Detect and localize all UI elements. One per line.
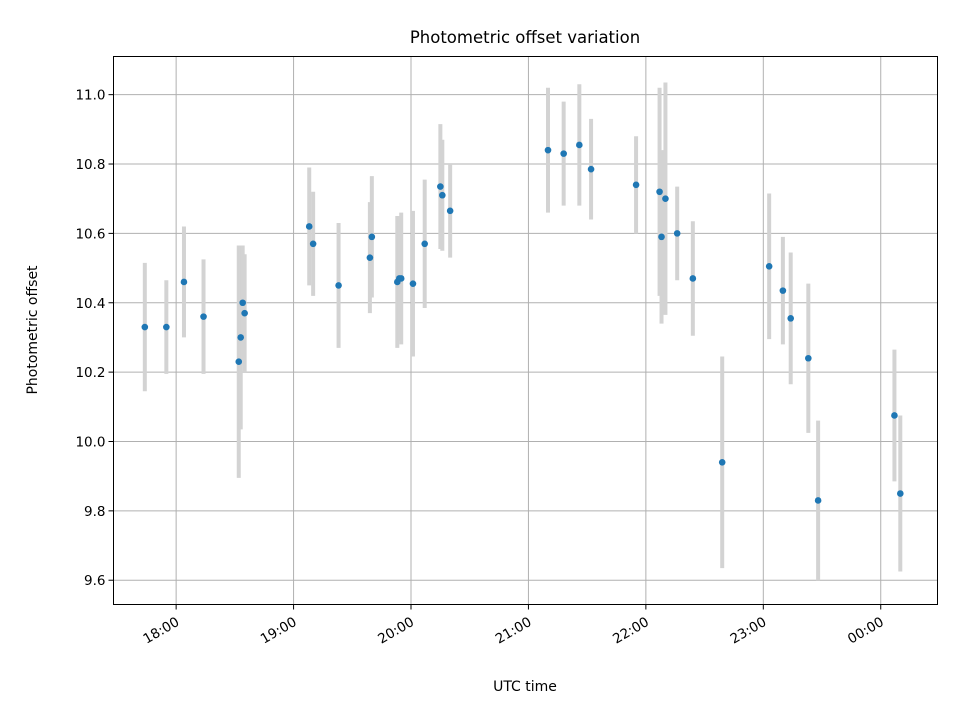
y-tick-label: 10.6	[75, 226, 105, 242]
data-point	[309, 240, 317, 248]
data-point	[141, 323, 149, 331]
data-point	[335, 282, 342, 289]
y-tick-label: 10.4	[75, 296, 105, 312]
data-point	[241, 309, 248, 317]
x-tick-label: 22:00	[610, 614, 652, 647]
data-point	[544, 146, 552, 154]
y-tick-label: 10.0	[75, 434, 105, 450]
data-point	[765, 263, 773, 270]
data-point	[673, 230, 681, 237]
y-axis-label: Photometric offset	[25, 265, 41, 395]
chart-title: Photometric offset variation	[410, 28, 640, 47]
data-point	[305, 223, 313, 230]
data-point	[662, 195, 669, 203]
data-point	[368, 233, 376, 241]
data-points	[141, 141, 904, 504]
data-point	[787, 315, 795, 322]
data-point	[632, 181, 640, 189]
grid	[113, 56, 938, 605]
y-tick-label: 9.8	[84, 504, 105, 520]
x-axis-label: UTC time	[493, 679, 557, 695]
plot-frame	[113, 56, 938, 605]
data-point	[397, 275, 405, 282]
x-tick-label: 21:00	[493, 614, 535, 647]
y-tick-label: 9.6	[84, 573, 105, 589]
data-point	[237, 334, 245, 341]
data-point	[560, 150, 567, 157]
data-point	[239, 299, 246, 307]
error-bars	[142, 82, 903, 581]
data-point	[180, 278, 188, 286]
x-tick-label: 20:00	[375, 614, 417, 647]
data-point	[200, 313, 207, 320]
x-tick-label: 00:00	[845, 614, 887, 647]
data-point	[689, 275, 697, 282]
y-tick-label: 10.2	[75, 365, 105, 381]
data-point	[439, 191, 446, 199]
data-point	[891, 412, 898, 419]
data-point	[446, 207, 454, 215]
data-point	[587, 165, 595, 173]
data-point	[163, 323, 170, 331]
data-point	[576, 141, 583, 149]
data-point	[718, 458, 726, 466]
x-tick-label: 23:00	[728, 614, 770, 647]
data-point	[409, 280, 417, 287]
x-tick-label: 18:00	[140, 614, 182, 647]
data-point	[779, 287, 787, 294]
y-tick-label: 11.0	[75, 88, 105, 104]
data-point	[814, 497, 822, 504]
y-tick-label: 10.8	[75, 157, 105, 173]
data-point	[437, 183, 444, 190]
data-point	[421, 240, 429, 248]
data-point	[656, 188, 663, 196]
data-point	[235, 358, 243, 366]
data-point	[366, 254, 374, 261]
data-point	[805, 354, 812, 362]
data-point	[658, 233, 665, 241]
data-point	[897, 490, 904, 497]
x-tick-label: 19:00	[258, 614, 300, 647]
axis-ticks: 18:00 19:00 20:00 21:00 22:00 23:00 00:00 9.6 9.…	[75, 88, 886, 648]
